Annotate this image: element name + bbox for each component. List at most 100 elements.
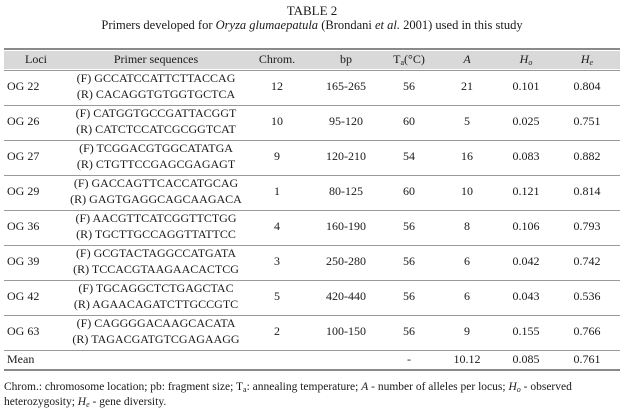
cell-ta: 56 [403, 289, 415, 303]
row-divider [4, 315, 620, 316]
cell-primer-reverse: (R) CTGTTCCGAGCGAGAGT [76, 157, 236, 171]
cell-chrom: 9 [274, 149, 280, 163]
cell-primer-reverse: (R) CACAGGTGTGGTGCTCA [76, 87, 236, 101]
cell-locus: OG 27 [7, 149, 40, 163]
header-band [4, 51, 620, 69]
cell-ho: 0.155 [512, 324, 540, 338]
cell-he: 0.766 [573, 324, 601, 338]
cell-he: 0.793 [573, 219, 601, 233]
cell-primer-reverse: (R) AGAACAGATCTTGCCGTC [73, 297, 239, 311]
cell-primer-forward: (F) CATGGTGCCGATTACGGT [75, 106, 237, 120]
cell-bp: 160-190 [326, 219, 366, 233]
cell-primer-reverse: (R) TAGACGATGTCGAGAAGG [72, 332, 240, 346]
col-bp: bp [340, 52, 352, 66]
cell-bp: 80-125 [329, 184, 363, 198]
cell-locus: OG 42 [7, 289, 40, 303]
table-title: TABLE 2 [286, 3, 338, 18]
cell-bp: 95-120 [329, 114, 363, 128]
col-chrom: Chrom. [258, 52, 296, 66]
cell-chrom: 2 [274, 324, 280, 338]
col-primers: Primer sequences [113, 52, 199, 66]
cell-bp: 120-210 [326, 149, 366, 163]
cell-chrom: 3 [274, 254, 280, 268]
cell-he: 0.742 [573, 254, 601, 268]
cell-locus: OG 22 [7, 79, 40, 93]
cell-a: 21 [461, 79, 473, 93]
cell-a: 5 [464, 114, 470, 128]
cell-ho: 0.101 [512, 79, 540, 93]
cell-he: 0.804 [573, 79, 601, 93]
row-divider [4, 175, 620, 176]
cell-bp: 165-265 [326, 79, 366, 93]
cell-chrom: 5 [274, 289, 280, 303]
col-loci: Loci [25, 52, 47, 66]
row-divider [4, 245, 620, 246]
cell-ta: 56 [403, 79, 415, 93]
cell-locus: OG 26 [7, 114, 40, 128]
cell-ta: 56 [403, 254, 415, 268]
cell-he: 0.751 [573, 114, 601, 128]
row-divider [4, 140, 620, 141]
cell-primer-reverse: (R) TGCTTGCCAGGTTATTCC [76, 227, 236, 241]
cell-he: 0.814 [573, 184, 601, 198]
cell-ta: 60 [403, 184, 415, 198]
cell-chrom: 1 [274, 184, 280, 198]
mean-ta: - [407, 352, 411, 366]
cell-locus: OG 29 [7, 184, 40, 198]
cell-bp: 420-440 [326, 289, 366, 303]
cell-a: 16 [461, 149, 473, 163]
cell-primer-forward: (F) AACGTTCATCGGTTCTGG [75, 211, 237, 225]
cell-locus: OG 63 [7, 324, 40, 338]
table-subtitle: Primers developed for Oryza glumaepatula… [101, 18, 523, 32]
cell-a: 8 [464, 219, 470, 233]
bottom-rule [4, 369, 620, 371]
cell-ta: 56 [403, 324, 415, 338]
cell-ta: 54 [403, 149, 415, 163]
cell-primer-forward: (F) TCGGACGTGGCATATGA [79, 141, 233, 155]
row-divider [4, 105, 620, 106]
row-divider [4, 210, 620, 211]
cell-primer-forward: (F) GCCATCCATTCTTACCAG [76, 71, 236, 85]
cell-primer-reverse: (R) GAGTGAGGCAGCAAGACA [70, 192, 242, 206]
cell-primer-forward: (F) GCGTACTAGGCCATGATA [75, 246, 237, 260]
cell-ho: 0.025 [512, 114, 540, 128]
top-rule [4, 48, 620, 50]
cell-primer-reverse: (R) CATCTCCATCGCGGTCAT [76, 122, 236, 136]
cell-he: 0.536 [573, 289, 601, 303]
col-ho: Ho [519, 52, 533, 67]
cell-a: 10 [461, 184, 473, 198]
cell-ho: 0.043 [512, 289, 540, 303]
cell-ho: 0.106 [512, 219, 540, 233]
cell-a: 9 [464, 324, 470, 338]
cell-ho: 0.042 [512, 254, 540, 268]
cell-ho: 0.121 [512, 184, 540, 198]
mean-he: 0.761 [573, 352, 601, 366]
cell-primer-forward: (F) CAGGGGACAAGCACATA [76, 316, 236, 330]
mean-ho: 0.085 [512, 352, 540, 366]
cell-chrom: 12 [271, 79, 283, 93]
cell-chrom: 4 [274, 219, 280, 233]
header-rule [4, 70, 620, 71]
mean-a: 10.12 [453, 352, 481, 366]
col-ta: Ta(°C) [393, 52, 425, 67]
cell-primer-forward: (F) GACCAGTTCACCATGCAG [73, 176, 239, 190]
col-a: A [463, 52, 471, 66]
cell-ho: 0.083 [512, 149, 540, 163]
cell-bp: 250-280 [326, 254, 366, 268]
cell-ta: 60 [403, 114, 415, 128]
mean-rule [4, 350, 620, 351]
cell-a: 6 [464, 289, 470, 303]
cell-primer-forward: (F) TGCAGGCTCTGAGCTAC [78, 281, 234, 295]
cell-ta: 56 [403, 219, 415, 233]
cell-he: 0.882 [573, 149, 601, 163]
cell-locus: OG 39 [7, 254, 40, 268]
cell-a: 6 [464, 254, 470, 268]
mean-label: Mean [7, 352, 35, 366]
row-divider [4, 280, 620, 281]
cell-bp: 100-150 [326, 324, 366, 338]
table-footnote: Chrom.: chromosome location; pb: fragmen… [4, 381, 572, 409]
cell-chrom: 10 [271, 114, 283, 128]
cell-primer-reverse: (R) TCCACGTAAGAACACTCG [73, 262, 239, 276]
col-he: He [580, 52, 594, 67]
cell-locus: OG 36 [7, 219, 40, 233]
